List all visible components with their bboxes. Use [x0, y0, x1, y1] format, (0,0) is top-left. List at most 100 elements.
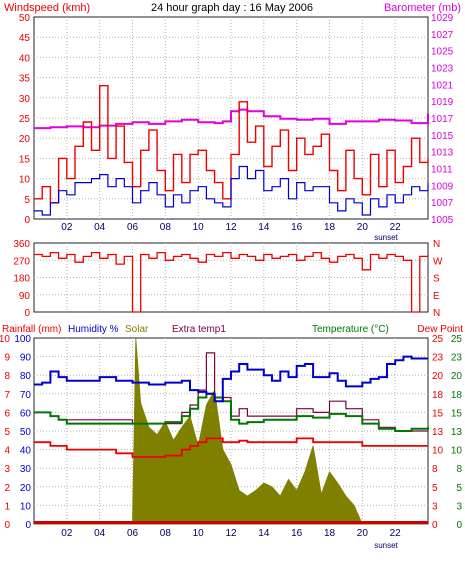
humidity-tick-label: 50	[20, 427, 32, 438]
humidity-tick-label: 10	[20, 501, 32, 512]
solar-series	[34, 337, 428, 525]
bottom-sunset-label: sunset	[374, 541, 398, 550]
humidity-tick-label: 90	[20, 353, 32, 364]
barometer-tick-label: 1021	[431, 80, 454, 91]
windspeed-tick-label: 25	[19, 114, 31, 125]
direction-degree-tick-label: 90	[19, 291, 31, 302]
top-time-tick-label: 14	[258, 222, 270, 233]
top-time-tick-label: 08	[160, 222, 172, 233]
barometer-series	[34, 108, 429, 130]
top-sunset-label: sunset	[374, 233, 398, 242]
dewpoint-tick-label: 20	[432, 371, 444, 382]
rainfall-series	[34, 521, 428, 524]
direction-compass-tick-label: N	[433, 308, 440, 319]
top-time-tick-label: 16	[291, 222, 303, 233]
bottom-time-tick-label: 04	[94, 528, 106, 539]
windspeed-tick-label: 50	[19, 13, 31, 24]
temperature-tick-label: 0	[456, 520, 462, 531]
barometer-tick-label: 1009	[431, 181, 454, 192]
barometer-tick-label: 1025	[431, 47, 454, 58]
temperature-tick-label: 20	[451, 371, 463, 382]
direction-degree-tick-label: 270	[13, 256, 30, 267]
wind-direction-series	[34, 251, 429, 313]
chart-title: 24 hour graph day : 16 May 2006	[151, 2, 313, 14]
rainfall-tick-label: 0	[4, 520, 10, 531]
extra-temp-axis-label: Extra temp1	[172, 324, 226, 335]
windspeed-tick-label: 45	[19, 33, 31, 44]
temperature-tick-label: 25	[451, 334, 463, 345]
axes-layer: 0510152025303540455010051007100910111013…	[0, 13, 462, 550]
bottom-time-tick-label: 08	[160, 528, 172, 539]
rainfall-tick-label: 7	[4, 390, 10, 401]
bottom-time-tick-label: 12	[225, 528, 237, 539]
rainfall-tick-label: 3	[4, 464, 10, 475]
windspeed-tick-label: 10	[19, 175, 31, 186]
barometer-tick-label: 1007	[431, 198, 454, 209]
barometer-tick-label: 1013	[431, 148, 454, 159]
direction-degree-tick-label: 0	[24, 308, 30, 319]
top-time-tick-label: 10	[193, 222, 205, 233]
temperature-tick-label: 23	[451, 353, 463, 364]
dewpoint-tick-label: 15	[432, 408, 444, 419]
windspeed-axis-label: Windspeed (kmh)	[4, 2, 90, 14]
rainfall-tick-label: 8	[4, 371, 10, 382]
direction-degree-tick-label: 180	[13, 274, 30, 285]
dewpoint-tick-label: 10	[432, 446, 444, 457]
top-time-tick-label: 02	[61, 222, 73, 233]
top-time-tick-label: 18	[324, 222, 336, 233]
barometer-tick-label: 1029	[431, 13, 454, 24]
dewpoint-tick-label: 25	[432, 334, 444, 345]
temperature-series	[34, 392, 429, 432]
bottom-time-tick-label: 22	[390, 528, 402, 539]
barometer-tick-label: 1005	[431, 215, 454, 226]
direction-compass-tick-label: W	[433, 256, 443, 267]
rainfall-tick-label: 9	[4, 353, 10, 364]
direction-compass-tick-label: E	[433, 291, 440, 302]
humidity-tick-label: 70	[20, 390, 32, 401]
bottom-time-tick-label: 16	[291, 528, 303, 539]
top-time-tick-label: 04	[94, 222, 106, 233]
solar-axis-label: Solar	[125, 324, 149, 335]
humidity-tick-label: 30	[20, 464, 32, 475]
humidity-tick-label: 100	[14, 334, 31, 345]
bottom-time-tick-label: 18	[324, 528, 336, 539]
temperature-axis-label: Temperature (°C)	[312, 324, 389, 335]
dewpoint-tick-label: 5	[432, 483, 438, 494]
temperature-tick-label: 10	[451, 446, 463, 457]
humidity-tick-label: 20	[20, 483, 32, 494]
barometer-tick-label: 1017	[431, 114, 454, 125]
rainfall-tick-label: 4	[4, 446, 10, 457]
temperature-tick-label: 5	[456, 483, 462, 494]
rainfall-tick-label: 1	[4, 501, 10, 512]
rainfall-axis-label: Rainfall (mm)	[2, 324, 61, 335]
dewpoint-tick-label: 13	[432, 427, 444, 438]
dewpoint-tick-label: 8	[432, 464, 438, 475]
dewpoint-tick-label: 3	[432, 501, 438, 512]
humidity-tick-label: 60	[20, 408, 32, 419]
barometer-tick-label: 1011	[431, 165, 453, 176]
rainfall-tick-label: 10	[0, 334, 10, 345]
wind-gust-series	[34, 85, 429, 204]
barometer-tick-label: 1019	[431, 97, 454, 108]
wind-average-series	[34, 165, 429, 216]
windspeed-tick-label: 35	[19, 74, 31, 85]
windspeed-tick-label: 20	[19, 134, 31, 145]
direction-panel-series	[34, 251, 429, 313]
humidity-tick-label: 80	[20, 371, 32, 382]
top-panel-series	[34, 85, 429, 216]
temperature-tick-label: 15	[451, 408, 463, 419]
windspeed-tick-label: 5	[24, 195, 30, 206]
barometer-axis-label: Barometer (mb)	[384, 2, 461, 14]
bottom-time-tick-label: 02	[61, 528, 73, 539]
top-time-tick-label: 22	[390, 222, 402, 233]
dewpoint-tick-label: 18	[432, 390, 444, 401]
top-time-tick-label: 06	[127, 222, 139, 233]
direction-degree-tick-label: 360	[13, 239, 30, 250]
windspeed-tick-label: 15	[19, 154, 31, 165]
dewpoint-axis-label: Dew Point	[417, 324, 463, 335]
top-time-tick-label: 12	[225, 222, 237, 233]
temperature-tick-label: 18	[451, 390, 463, 401]
dewpoint-tick-label: 0	[432, 520, 438, 531]
humidity-tick-label: 40	[20, 446, 32, 457]
